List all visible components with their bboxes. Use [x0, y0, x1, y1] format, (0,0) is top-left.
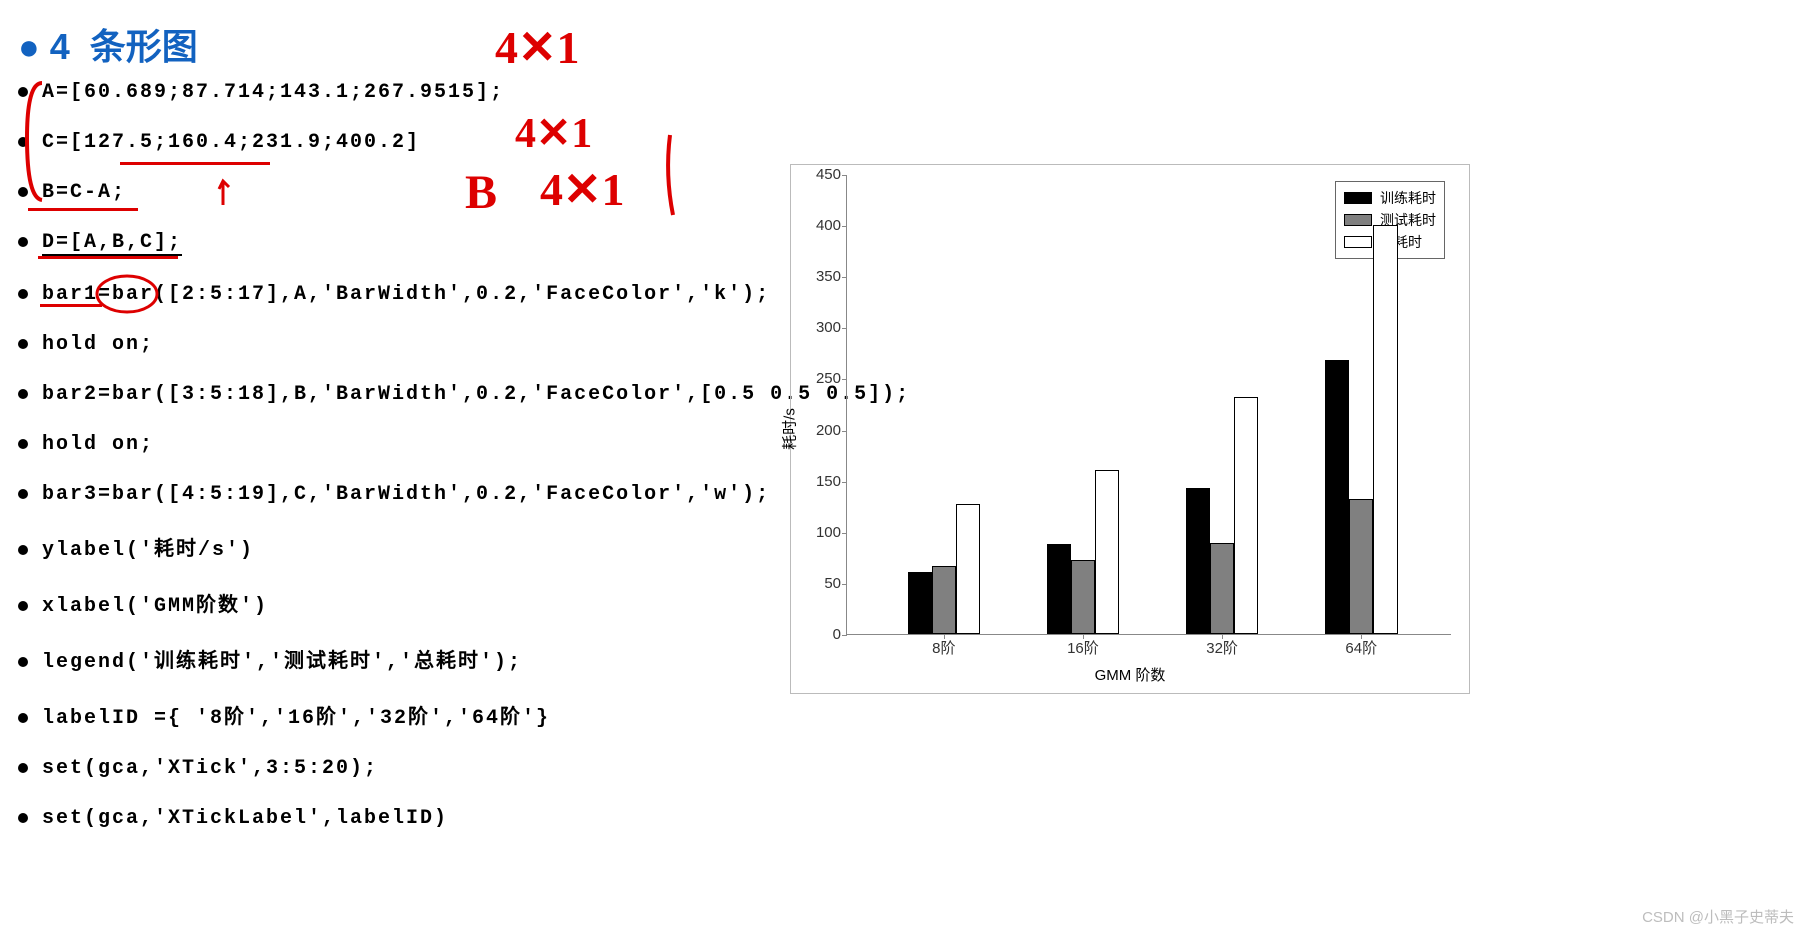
handwriting-4x1-bottom: 4✕1 — [540, 162, 625, 216]
page-title: ●4 条形图 — [18, 18, 198, 70]
title-number: 4 — [50, 26, 70, 67]
bar — [1071, 560, 1095, 634]
chart-plot-area: 训练耗时 测试耗时 总耗时 05010015020025030035040045… — [846, 175, 1451, 635]
legend-item: 训练耗时 — [1344, 188, 1436, 208]
code-line: bar1=bar([2:5:17],A,'BarWidth',0.2,'Face… — [18, 282, 910, 306]
handwriting-underline-bar1 — [40, 304, 102, 307]
code-line: bar2=bar([3:5:18],B,'BarWidth',0.2,'Face… — [18, 382, 910, 406]
code-line: A=[60.689;87.714;143.1;267.9515]; — [18, 80, 910, 104]
handwriting-B: B — [465, 165, 497, 220]
code-line: hold on; — [18, 432, 910, 456]
bar — [1373, 225, 1397, 634]
code-line: legend('训练耗时','测试耗时','总耗时'); — [18, 644, 910, 674]
page-root: ●4 条形图 A=[60.689;87.714;143.1;267.9515];… — [0, 0, 1808, 931]
handwriting-4x1-mid: 4✕1 — [515, 108, 592, 158]
code-line: D=[A,B,C]; — [18, 230, 910, 256]
bar — [1186, 488, 1210, 634]
bar-chart: 耗时/s 训练耗时 测试耗时 总耗时 050100150200250300350… — [790, 164, 1470, 694]
code-line: set(gca,'XTickLabel',labelID) — [18, 806, 910, 830]
code-line: bar3=bar([4:5:19],C,'BarWidth',0.2,'Face… — [18, 482, 910, 506]
code-line: xlabel('GMM阶数') — [18, 588, 910, 618]
bar — [908, 572, 932, 634]
bar — [956, 504, 980, 634]
code-line: C=[127.5;160.4;231.9;400.2] — [18, 130, 910, 154]
bar — [1047, 544, 1071, 634]
title-text: 条形图 — [90, 26, 198, 67]
watermark: CSDN @小黑子史蒂夫 — [1642, 906, 1794, 927]
bar — [1234, 397, 1258, 634]
chart-xlabel: GMM 阶数 — [791, 664, 1469, 685]
code-line: set(gca,'XTick',3:5:20); — [18, 756, 910, 780]
bar — [1095, 470, 1119, 634]
bar — [1349, 499, 1373, 634]
bar — [1210, 543, 1234, 634]
chart-ylabel: 耗时/s — [779, 408, 800, 450]
code-line: hold on; — [18, 332, 910, 356]
handwriting-4x1-top: 4✕1 — [495, 20, 580, 74]
x-tick-label: 32阶 — [1206, 637, 1238, 658]
bar — [1325, 360, 1349, 634]
code-line: ylabel('耗时/s') — [18, 532, 910, 562]
code-line: labelID ={ '8阶','16阶','32阶','64阶'} — [18, 700, 910, 730]
x-tick-label: 64阶 — [1345, 637, 1377, 658]
title-bullet: ● — [18, 26, 40, 67]
handwriting-underline-d — [38, 256, 178, 259]
x-tick-label: 16阶 — [1067, 637, 1099, 658]
handwriting-underline-b — [28, 208, 138, 211]
x-tick-label: 8阶 — [932, 637, 955, 658]
bar — [932, 566, 956, 634]
handwriting-underline-c — [120, 162, 270, 165]
